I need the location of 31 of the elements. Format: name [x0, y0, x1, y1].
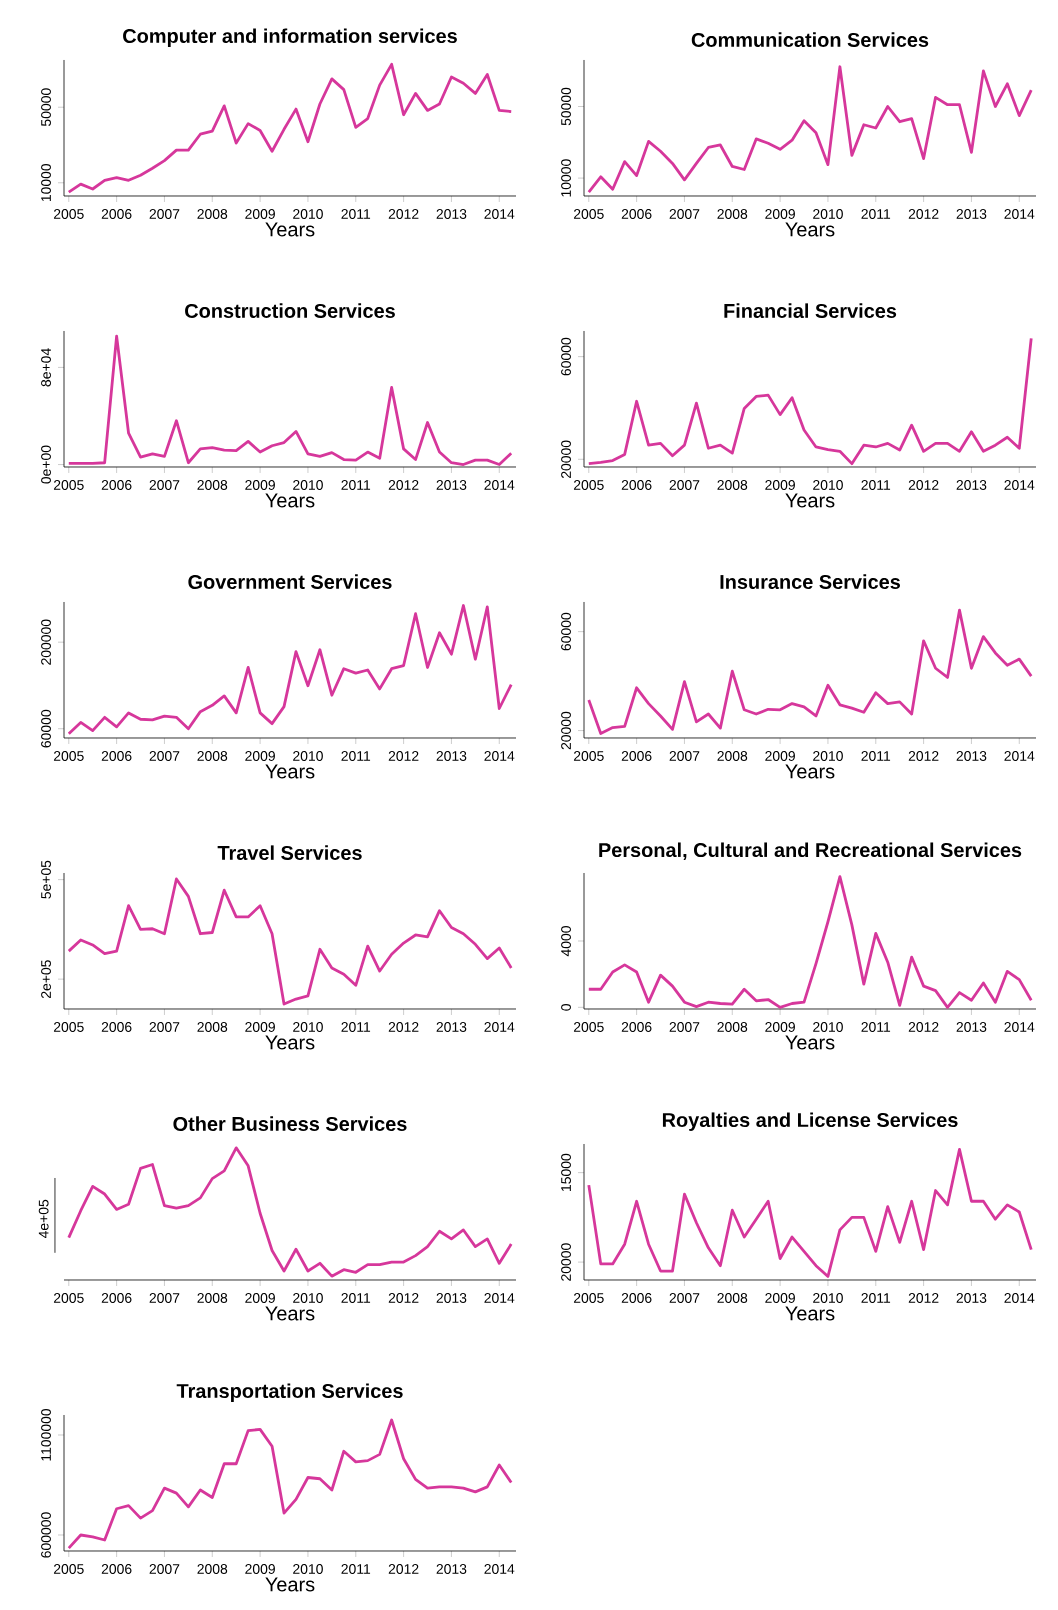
chart-title: Computer and information services [123, 28, 457, 47]
x-axis-title: Years [265, 1577, 315, 1592]
chart-title: Travel Services [217, 845, 362, 860]
chart-title: Insurance Services [720, 574, 900, 589]
line-series [67, 877, 513, 1006]
line-series [67, 62, 513, 194]
x-axis-title: Years [265, 493, 315, 508]
x-axis-title: Years [785, 222, 835, 237]
x-axis-title: Years [785, 493, 835, 508]
chart-title: Financial Services [724, 303, 897, 318]
line-series [587, 337, 1033, 466]
x-axis-title: Years [785, 1306, 835, 1321]
x-axis-title: Years [265, 1306, 315, 1321]
x-axis-title: Years [265, 222, 315, 237]
chart-title: Construction Services [185, 303, 395, 318]
line-series [67, 1418, 513, 1550]
chart-title: Other Business Services [173, 1116, 407, 1131]
line-series [67, 604, 513, 736]
line-series [587, 65, 1033, 194]
x-axis-title: Years [265, 764, 315, 779]
chart-title: Communication Services [691, 32, 929, 47]
chart-title: Government Services [188, 574, 392, 589]
x-axis-title: Years [785, 764, 835, 779]
line-series [587, 875, 1033, 1009]
chart-title: Transportation Services [176, 1383, 403, 1402]
chart-title: Personal, Cultural and Recreational Services [599, 842, 1022, 861]
x-axis-title: Years [265, 1035, 315, 1050]
x-axis-title: Years [785, 1035, 835, 1050]
line-series [587, 608, 1033, 735]
line-series [587, 1147, 1033, 1278]
chart-title: Royalties and License Services [662, 1112, 958, 1131]
